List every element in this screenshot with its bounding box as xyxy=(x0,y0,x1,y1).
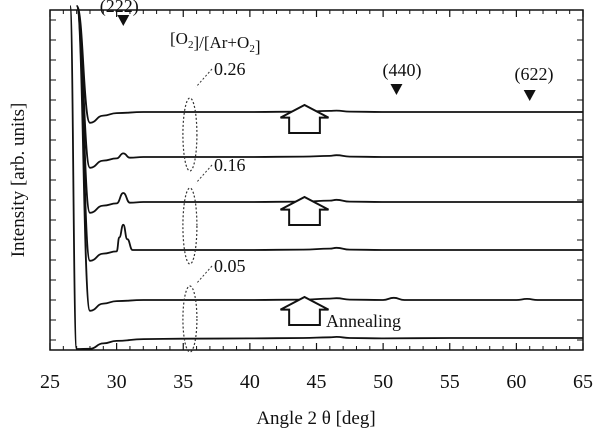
annealing-arrows xyxy=(280,103,329,326)
annealing-arrow xyxy=(280,195,329,226)
annealing-arrow xyxy=(280,103,329,134)
legend-title-part: [O xyxy=(170,29,188,48)
legend-title: [O2]/[Ar+O2] xyxy=(170,29,260,56)
dashed-ellipse xyxy=(182,187,198,265)
ratio-leader xyxy=(195,68,213,88)
x-tick-label: 50 xyxy=(373,371,393,393)
annealing-label: Annealing xyxy=(326,311,401,331)
x-tick-label: 40 xyxy=(240,371,260,393)
x-tick-label: 55 xyxy=(440,371,460,393)
x-tick-label: 30 xyxy=(107,371,127,393)
x-tick-label: 45 xyxy=(307,371,327,393)
peak-label: (440) xyxy=(383,60,422,81)
series-line xyxy=(75,5,583,262)
peak-marker xyxy=(117,15,130,26)
ratio-label: 0.26 xyxy=(214,59,246,79)
ratio-leader xyxy=(195,164,213,184)
legend-title-part: 2 xyxy=(249,43,255,55)
series-line xyxy=(75,5,583,312)
series-line xyxy=(75,5,583,214)
ratio-leader xyxy=(195,265,213,285)
dashed-ellipse xyxy=(182,285,198,353)
x-tick-label: 60 xyxy=(506,371,526,393)
peak-marker xyxy=(390,84,403,95)
legend-title-part: 2 xyxy=(188,39,194,51)
annealing-arrow xyxy=(280,295,329,326)
axis-ticks: 25 30 35 40 45 50 55 60 65 xyxy=(40,10,593,393)
legend-title-part: ]/[Ar+O xyxy=(193,33,249,52)
x-tick-label: 65 xyxy=(573,371,593,393)
series-line xyxy=(69,5,583,350)
ratio-label: 0.16 xyxy=(214,155,246,175)
legend-title-part: ] xyxy=(255,37,261,56)
dashed-ellipse xyxy=(182,97,198,172)
text-labels: (222)(440) (622)0.260.160.05[O2]/[Ar+O2]A… xyxy=(8,0,554,429)
peak-markers xyxy=(117,15,536,101)
series-line xyxy=(75,5,583,169)
series-line xyxy=(75,5,583,124)
series-group xyxy=(69,5,583,350)
x-tick-label: 35 xyxy=(173,371,193,393)
y-axis-label: Intensity [arb. units] xyxy=(8,103,29,258)
x-tick-label: 25 xyxy=(40,371,60,393)
ratio-label: 0.05 xyxy=(214,256,246,276)
ellipse-group xyxy=(182,97,198,353)
x-axis-label: Angle 2 θ [deg] xyxy=(256,408,375,429)
peak-label: (622) xyxy=(515,64,554,85)
peak-marker xyxy=(523,90,536,101)
peak-label: (222) xyxy=(100,0,139,17)
